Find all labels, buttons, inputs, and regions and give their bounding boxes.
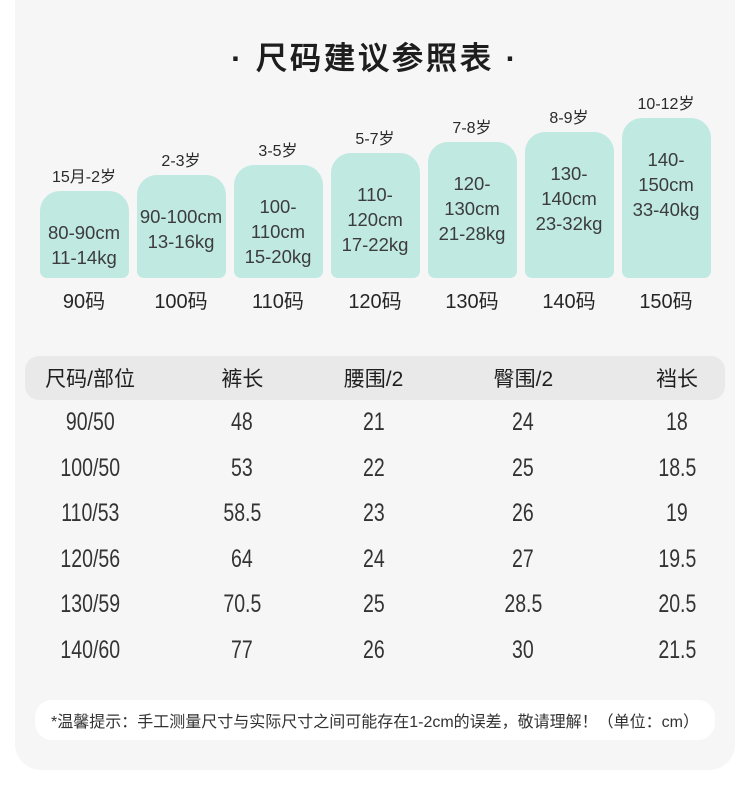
- size-bar-column-90: 15月-2岁 80-90cm 11-14kg 90码: [39, 163, 129, 314]
- cell-half-hip: 28.5: [504, 590, 543, 619]
- col-header-crotch-length: 裆长: [656, 368, 698, 391]
- weight-range-label: 11-14kg: [51, 247, 117, 268]
- height-range-label: 140-150cm: [638, 149, 694, 195]
- age-label: 3-5岁: [258, 143, 298, 160]
- size-code-label: 90码: [62, 291, 106, 313]
- cell-half-hip: 26: [512, 499, 535, 528]
- size-bar: 110-120cm 17-22kg: [330, 153, 420, 278]
- table-row: 130/59 70.5 25 28.5 20.5: [25, 582, 725, 628]
- size-code-label: 120码: [348, 291, 402, 313]
- size-bar: 90-100cm 13-16kg: [136, 175, 226, 278]
- size-code-label: 150码: [639, 291, 693, 313]
- size-bar-column-110: 3-5岁 100-110cm 15-20kg 110码: [233, 137, 323, 314]
- cell-crotch-length: 19.5: [658, 544, 696, 573]
- table-row: 110/53 58.5 23 26 19: [25, 491, 725, 537]
- table-header-row: 尺码/部位 裤长 腰围/2 臀围/2 裆长: [25, 356, 725, 400]
- height-range-label: 110-120cm: [347, 184, 403, 230]
- size-bar: 80-90cm 11-14kg: [39, 191, 129, 278]
- cell-half-hip: 30: [512, 635, 535, 664]
- size-guide-card: · 尺码建议参照表 · 15月-2岁 80-90cm 11-14kg 90码 2…: [15, 0, 735, 770]
- cell-crotch-length: 18: [666, 408, 688, 437]
- cell-half-hip: 27: [512, 544, 535, 573]
- weight-range-label: 33-40kg: [632, 199, 700, 220]
- cell-pants-length: 53: [231, 453, 254, 482]
- cell-size: 110/53: [60, 499, 120, 528]
- size-bar: 120-130cm 21-28kg: [427, 142, 517, 278]
- size-stairs-chart: 15月-2岁 80-90cm 11-14kg 90码 2-3岁 90-100cm…: [15, 90, 735, 314]
- cell-size: 90/50: [65, 408, 115, 437]
- weight-range-label: 23-32kg: [535, 213, 603, 234]
- size-code-label: 110码: [252, 291, 304, 313]
- age-label: 7-8岁: [452, 120, 492, 137]
- measurements-table: 尺码/部位 裤长 腰围/2 臀围/2 裆长 90/50 48 21 24 18 …: [25, 356, 725, 673]
- cell-pants-length: 77: [231, 635, 254, 664]
- cell-crotch-length: 20.5: [658, 590, 696, 619]
- cell-half-hip: 24: [512, 408, 535, 437]
- cell-half-waist: 25: [362, 590, 385, 619]
- height-range-label: 120-130cm: [444, 173, 500, 219]
- size-bar: 130-140cm 23-32kg: [524, 132, 614, 278]
- cell-size: 130/59: [60, 590, 120, 619]
- table-row: 90/50 48 21 24 18: [25, 400, 725, 446]
- cell-size: 120/56: [60, 544, 120, 573]
- measurement-disclaimer-note: *温馨提示：手工测量尺寸与实际尺寸之间可能存在1-2cm的误差，敬请理解！（单位…: [34, 700, 715, 740]
- cell-pants-length: 64: [231, 544, 254, 573]
- height-range-label: 80-90cm: [48, 222, 120, 243]
- age-label: 10-12岁: [637, 96, 695, 113]
- size-code-label: 130码: [445, 291, 499, 313]
- age-label: 5-7岁: [355, 131, 395, 148]
- size-code-label: 140码: [542, 291, 596, 313]
- weight-range-label: 21-28kg: [438, 223, 506, 244]
- table-row: 120/56 64 24 27 19.5: [25, 537, 725, 583]
- weight-range-label: 13-16kg: [147, 231, 215, 252]
- height-range-label: 90-100cm: [139, 206, 223, 227]
- col-header-half-waist: 腰围/2: [343, 368, 404, 391]
- size-bar-column-140: 8-9岁 130-140cm 23-32kg 140码: [524, 104, 614, 314]
- height-range-label: 130-140cm: [541, 163, 597, 209]
- size-bar: 100-110cm 15-20kg: [233, 165, 323, 278]
- cell-crotch-length: 19: [666, 499, 688, 528]
- cell-pants-length: 70.5: [223, 590, 262, 619]
- cell-size: 100/50: [60, 453, 120, 482]
- cell-half-waist: 26: [362, 635, 385, 664]
- size-bar-column-100: 2-3岁 90-100cm 13-16kg 100码: [136, 147, 226, 314]
- col-header-half-hip: 臀围/2: [493, 368, 554, 391]
- cell-half-waist: 23: [362, 499, 385, 528]
- size-bar: 140-150cm 33-40kg: [621, 118, 711, 278]
- height-range-label: 100-110cm: [250, 196, 306, 242]
- cell-size: 140/60: [60, 635, 120, 664]
- cell-crotch-length: 21.5: [658, 635, 696, 664]
- cell-half-hip: 25: [512, 453, 535, 482]
- cell-half-waist: 22: [362, 453, 385, 482]
- weight-range-label: 17-22kg: [341, 234, 409, 255]
- size-bar-column-120: 5-7岁 110-120cm 17-22kg 120码: [330, 125, 420, 314]
- size-bar-column-150: 10-12岁 140-150cm 33-40kg 150码: [621, 90, 711, 314]
- col-header-pants-length: 裤长: [221, 368, 264, 391]
- cell-pants-length: 48: [231, 408, 254, 437]
- col-header-size-part: 尺码/部位: [45, 368, 136, 391]
- size-code-label: 100码: [154, 291, 208, 313]
- age-label: 2-3岁: [161, 153, 201, 170]
- cell-half-waist: 21: [362, 408, 385, 437]
- table-row: 100/50 53 22 25 18.5: [25, 446, 725, 492]
- cell-pants-length: 58.5: [223, 499, 262, 528]
- table-row: 140/60 77 26 30 21.5: [25, 628, 725, 674]
- age-label: 15月-2岁: [51, 169, 117, 186]
- weight-range-label: 15-20kg: [244, 246, 312, 267]
- size-bar-column-130: 7-8岁 120-130cm 21-28kg 130码: [427, 114, 517, 314]
- age-label: 8-9岁: [549, 110, 589, 127]
- cell-crotch-length: 18.5: [658, 453, 696, 482]
- cell-half-waist: 24: [362, 544, 385, 573]
- page-title: · 尺码建议参照表 ·: [231, 41, 519, 76]
- footer-note-row: *温馨提示：手工测量尺寸与实际尺寸之间可能存在1-2cm的误差，敬请理解！（单位…: [15, 700, 735, 740]
